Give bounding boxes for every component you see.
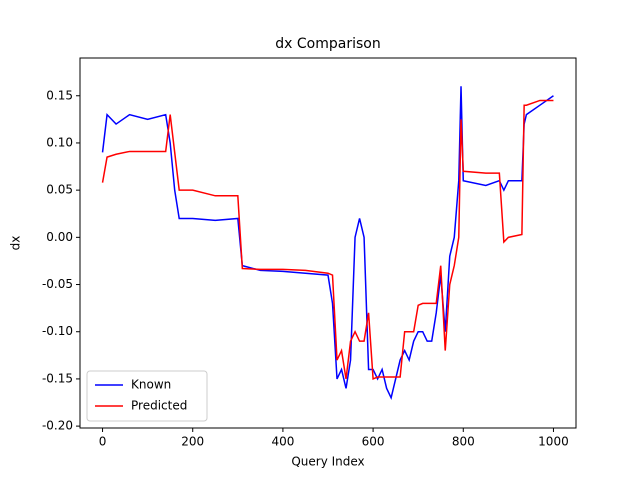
y-tick-label: -0.20 — [42, 419, 73, 433]
y-tick-label: 0.15 — [46, 88, 73, 102]
x-tick-label: 800 — [452, 435, 475, 449]
x-tick-label: 1000 — [538, 435, 569, 449]
line — [101, 86, 554, 401]
chart-title: dx Comparison — [275, 36, 380, 52]
y-tick-label: 0.00 — [46, 230, 73, 244]
x-tick-label: 400 — [271, 435, 294, 449]
y-tick-label: 0.10 — [46, 135, 73, 149]
line — [101, 99, 554, 381]
y-tick-label: -0.15 — [42, 371, 73, 385]
x-tick-label: 200 — [181, 435, 204, 449]
legend-label: Predicted — [131, 399, 187, 413]
x-tick-label: 600 — [362, 435, 385, 449]
y-tick-label: -0.05 — [42, 277, 73, 291]
x-axis-label: Query Index — [291, 455, 364, 469]
y-tick-label: 0.05 — [46, 183, 73, 197]
plot-frame — [79, 57, 577, 429]
y-axis-label: dx — [9, 236, 23, 251]
y-tick-label: -0.10 — [42, 324, 73, 338]
legend-box — [86, 370, 208, 422]
legend-label: Known — [131, 378, 171, 392]
x-tick-label: 0 — [99, 435, 107, 449]
